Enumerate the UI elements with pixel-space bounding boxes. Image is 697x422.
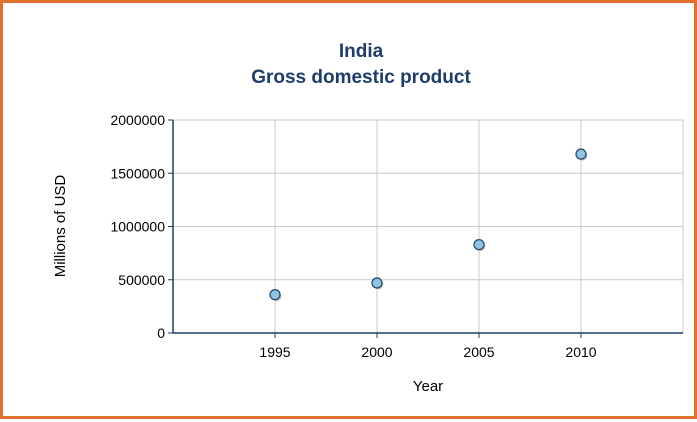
- axes: [168, 119, 683, 338]
- data-point: [473, 238, 485, 251]
- chart-title: India: [339, 41, 384, 62]
- x-tick-label: 2005: [463, 344, 494, 360]
- y-tick-label: 1000000: [110, 219, 165, 235]
- y-tick-label: 0: [157, 325, 165, 341]
- y-tick-labels: 0 500000 1000000 1500000 2000000: [110, 112, 165, 341]
- chart-subtitle: Gross domestic product: [251, 67, 471, 88]
- x-axis-label: Year: [413, 378, 443, 395]
- grid-lines: [173, 119, 684, 333]
- data-point: [575, 148, 587, 160]
- data-point: [269, 289, 281, 301]
- x-tick-labels: 1995 2000 2005 2010: [259, 344, 596, 360]
- data-point: [371, 277, 383, 289]
- y-tick-label: 1500000: [110, 165, 165, 181]
- data-points: [269, 148, 588, 302]
- x-tick-label: 2010: [565, 344, 596, 360]
- y-tick-label: 2000000: [110, 112, 165, 128]
- x-tick-label: 1995: [259, 344, 290, 360]
- chart-svg: India Gross domestic product 1995 2000 200…: [52, 41, 684, 395]
- x-tick-label: 2000: [361, 344, 392, 360]
- y-tick-label: 500000: [118, 272, 165, 288]
- y-axis-label: Millions of USD: [52, 175, 69, 278]
